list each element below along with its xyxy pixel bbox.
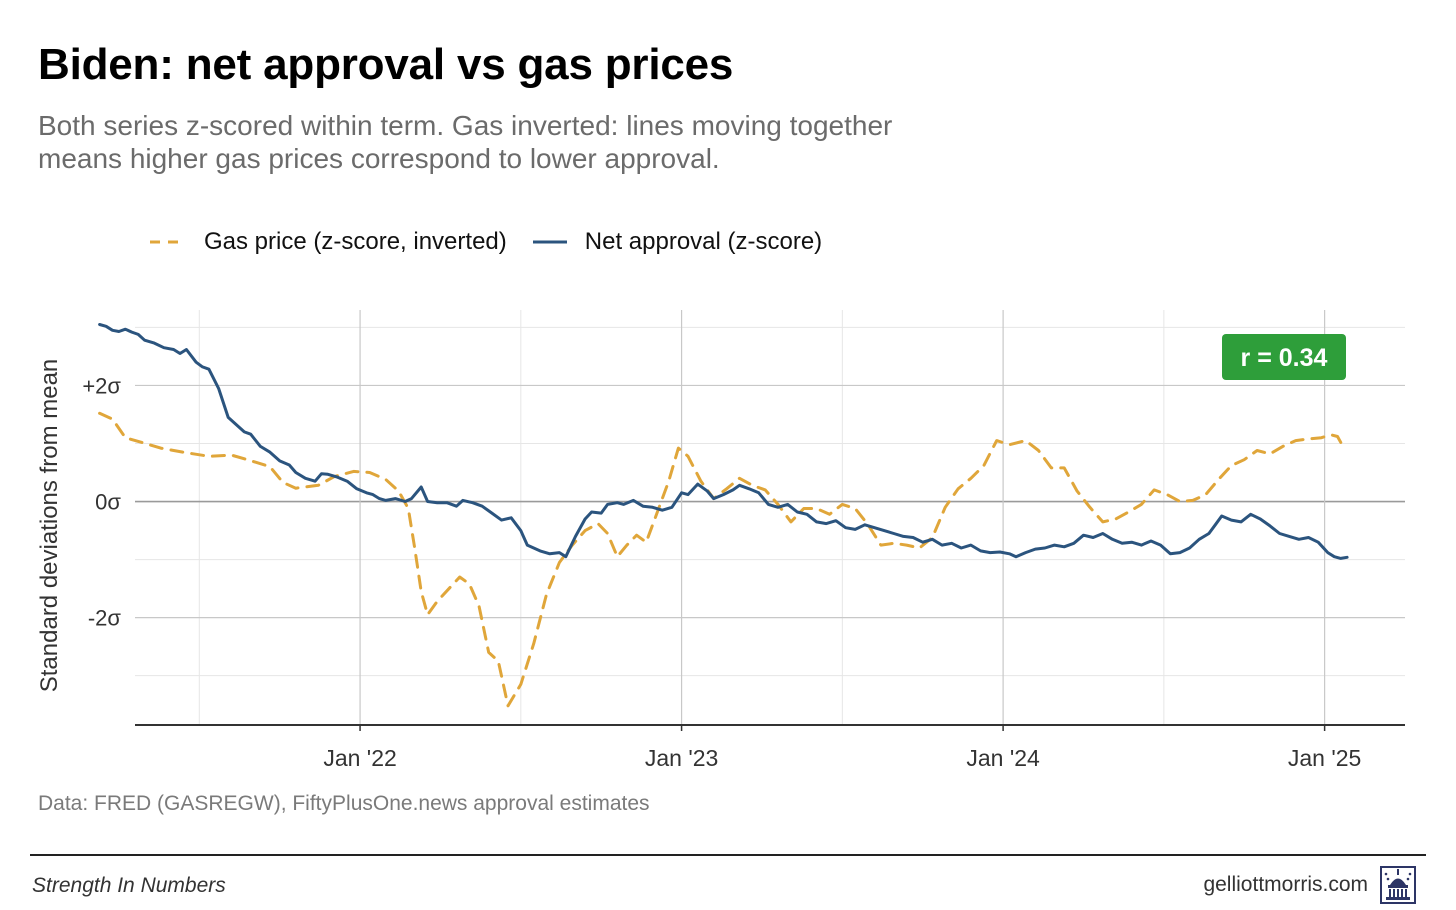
axis-labels: +2σ 0σ -2σ Jan '22 Jan '23 Jan '24 Jan '25 Stan… (36, 359, 1361, 771)
x-tick-label: Jan '23 (645, 745, 718, 771)
x-tick-label: Jan '22 (323, 745, 396, 771)
correlation-badge-box (1222, 334, 1346, 380)
x-tick-label: Jan '25 (1288, 745, 1361, 771)
solid-line-swatch-icon (532, 240, 567, 244)
legend-item-gas: Gas price (z-score, inverted) (150, 228, 507, 256)
grid-lines (135, 310, 1405, 725)
y-axis-title: Standard deviations from mean (36, 359, 63, 693)
legend-item-approval: Net approval (z-score) (532, 228, 823, 256)
gas-price-line (98, 411, 1346, 708)
chart-legend: Gas price (z-score, inverted) Net approv… (150, 226, 848, 258)
legend-label-gas: Gas price (z-score, inverted) (204, 228, 507, 255)
brand-name: Strength In Numbers (32, 874, 226, 897)
dashed-line-swatch-icon (150, 240, 186, 244)
correlation-badge: r = 0.34 (1222, 334, 1346, 380)
legend-label-approval: Net approval (z-score) (584, 228, 823, 255)
site-url: gelliottmorris.com (1203, 873, 1368, 896)
y-tick-label: -2σ (88, 606, 122, 631)
y-tick-label: 0σ (95, 490, 121, 515)
footer-divider (30, 854, 1426, 856)
y-tick-label: +2σ (82, 373, 121, 398)
chart-subtitle: Both series z-scored within term. Gas in… (38, 110, 893, 174)
net-approval-line (98, 323, 1349, 560)
correlation-badge-label: r = 0.34 (1241, 344, 1328, 372)
chart-title: Biden: net approval vs gas prices (38, 40, 734, 89)
source-note: Data: FRED (GASREGW), FiftyPlusOne.news … (38, 792, 650, 815)
axes (135, 724, 1405, 731)
line-chart: +2σ 0σ -2σ Jan '22 Jan '23 Jan '24 Jan '25 Stan… (36, 310, 1405, 771)
x-tick-label: Jan '24 (966, 745, 1040, 771)
capitol-dome-icon (1380, 866, 1416, 904)
series-lines (98, 323, 1349, 708)
